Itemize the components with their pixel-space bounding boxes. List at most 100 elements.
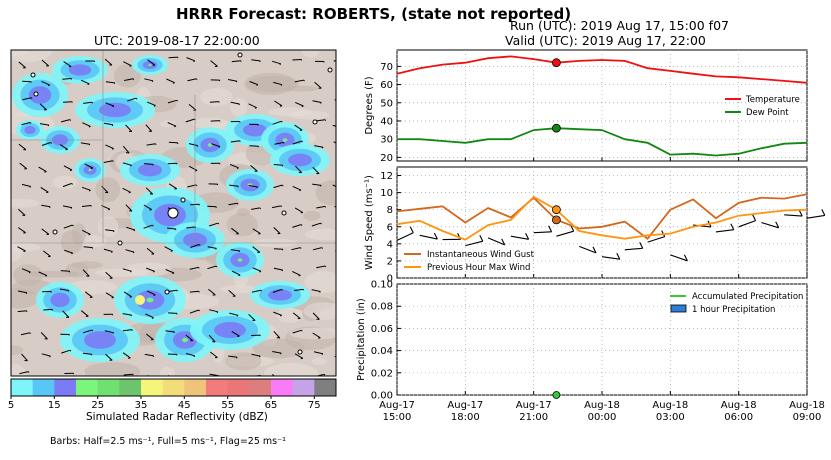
map-barb-feather	[176, 290, 178, 292]
map-barb-shaft	[124, 78, 134, 81]
map-barb-shaft	[62, 183, 72, 188]
map-barb-shaft	[230, 140, 240, 143]
map-barb-shaft	[164, 246, 173, 252]
map-barb-feather	[172, 272, 175, 275]
wind-barb-feather	[798, 209, 803, 217]
map-barb-shaft	[209, 351, 218, 358]
map-barb-feather	[111, 251, 113, 253]
terrain-patch	[11, 345, 24, 356]
y-tick-label: 0.08	[371, 302, 393, 313]
y-tick-label: 6	[387, 222, 393, 233]
map-barb-feather	[132, 78, 135, 80]
map-barb-shaft	[187, 78, 197, 82]
map-barb-shaft	[208, 309, 219, 313]
map-barb-feather	[235, 80, 238, 83]
map-barb-shaft	[59, 144, 68, 150]
reflectivity-cell	[237, 258, 243, 262]
map-barb-shaft	[105, 102, 115, 107]
map-barb-shaft	[41, 204, 51, 208]
map-barb-shaft	[63, 224, 73, 229]
map-barb-feather	[320, 222, 322, 225]
wind-barb-shaft	[579, 245, 597, 254]
map-barb-shaft	[145, 313, 154, 319]
run-text: Run (UTC): 2019 Aug 17, 15:00 f07	[510, 18, 729, 33]
map-barb-shaft	[165, 330, 175, 333]
map-barb-shaft	[41, 228, 50, 235]
map-barb-shaft	[104, 330, 114, 334]
map-barb-shaft	[41, 353, 51, 357]
map-barb-shaft	[167, 227, 177, 230]
map-barb-feather	[321, 353, 324, 355]
map-barb-shaft	[122, 352, 131, 359]
map-barb-shaft	[18, 61, 26, 69]
map-barb-feather	[259, 207, 262, 210]
map-barb-shaft	[273, 81, 283, 86]
map-barb-feather	[87, 83, 90, 85]
town-marker	[327, 67, 333, 73]
y-tick-label: 4	[387, 239, 393, 250]
map-barb-shaft	[81, 205, 92, 207]
map-barb-shaft	[43, 308, 53, 311]
map-barb-shaft	[248, 103, 257, 109]
map-barb-feather	[151, 317, 154, 319]
map-barb-shaft	[62, 78, 72, 80]
map-barb-shaft	[335, 228, 336, 230]
map-barb-feather	[343, 169, 345, 170]
county-borders	[11, 50, 336, 244]
map-barb-shaft	[167, 122, 177, 127]
figure-title: HRRR Forecast: ROBERTS, (state not repor…	[176, 5, 572, 23]
colorbar-tick-label: 55	[221, 400, 234, 411]
map-barb-shaft	[312, 166, 320, 174]
map-barb-shaft	[273, 184, 283, 189]
map-barb-feather	[238, 250, 241, 253]
map-barb-shaft	[207, 205, 217, 208]
map-barb-feather	[88, 233, 91, 236]
map-barb-shaft	[335, 313, 336, 314]
map-barb-shaft	[311, 289, 321, 292]
map-barb-shaft	[80, 142, 90, 145]
map-title: UTC: 2019-08-17 22:00:00	[94, 33, 260, 48]
map-barb-shaft	[272, 60, 281, 65]
y-tick-label: 8	[387, 205, 393, 216]
map-barb-feather	[324, 206, 327, 208]
colorbar-tick-label: 15	[48, 400, 61, 411]
map-barb-feather	[343, 358, 344, 359]
map-barb-feather	[130, 164, 132, 167]
map-barb-shaft	[168, 312, 178, 314]
map-barb-shaft	[228, 79, 238, 82]
map-barb-feather	[50, 142, 53, 144]
map-barb-shaft	[17, 290, 28, 294]
map-barb-shaft	[146, 267, 155, 272]
map-barb-feather	[153, 294, 156, 296]
map-barb-feather	[107, 208, 111, 211]
map-barb-shaft	[19, 371, 29, 375]
wind-barb-feather	[683, 254, 688, 262]
terrain-patch	[65, 262, 89, 278]
wind-barb-shaft	[510, 235, 529, 240]
map-barb-shaft	[63, 101, 73, 103]
map-barb-feather	[112, 160, 114, 162]
map-barb-feather	[344, 295, 346, 296]
map-barb-shaft	[62, 310, 70, 318]
map-barb-feather	[341, 128, 342, 129]
map-barb-shaft	[189, 290, 199, 293]
colorbar-swatch	[119, 379, 142, 396]
map-barb-feather	[324, 119, 327, 121]
map-barb-shaft	[273, 248, 283, 250]
map-barb-feather	[320, 185, 322, 187]
map-barb-shaft	[314, 145, 324, 148]
wind-barb-shaft	[647, 236, 665, 243]
map-barb-feather	[339, 189, 341, 190]
map-barb-feather	[319, 291, 321, 293]
map-barb-feather	[340, 146, 342, 147]
map-barb-shaft	[250, 164, 258, 172]
map-barb-shaft	[292, 59, 302, 61]
map-barb-shaft	[208, 334, 216, 343]
map-barb-shaft	[167, 289, 177, 292]
map-barb-shaft	[332, 184, 336, 188]
map-barb-feather	[152, 270, 155, 273]
wind-barb-shaft	[556, 230, 574, 237]
map-barb-feather	[280, 84, 283, 86]
map-barb-shaft	[103, 248, 113, 253]
map-barb-shaft	[105, 271, 113, 279]
